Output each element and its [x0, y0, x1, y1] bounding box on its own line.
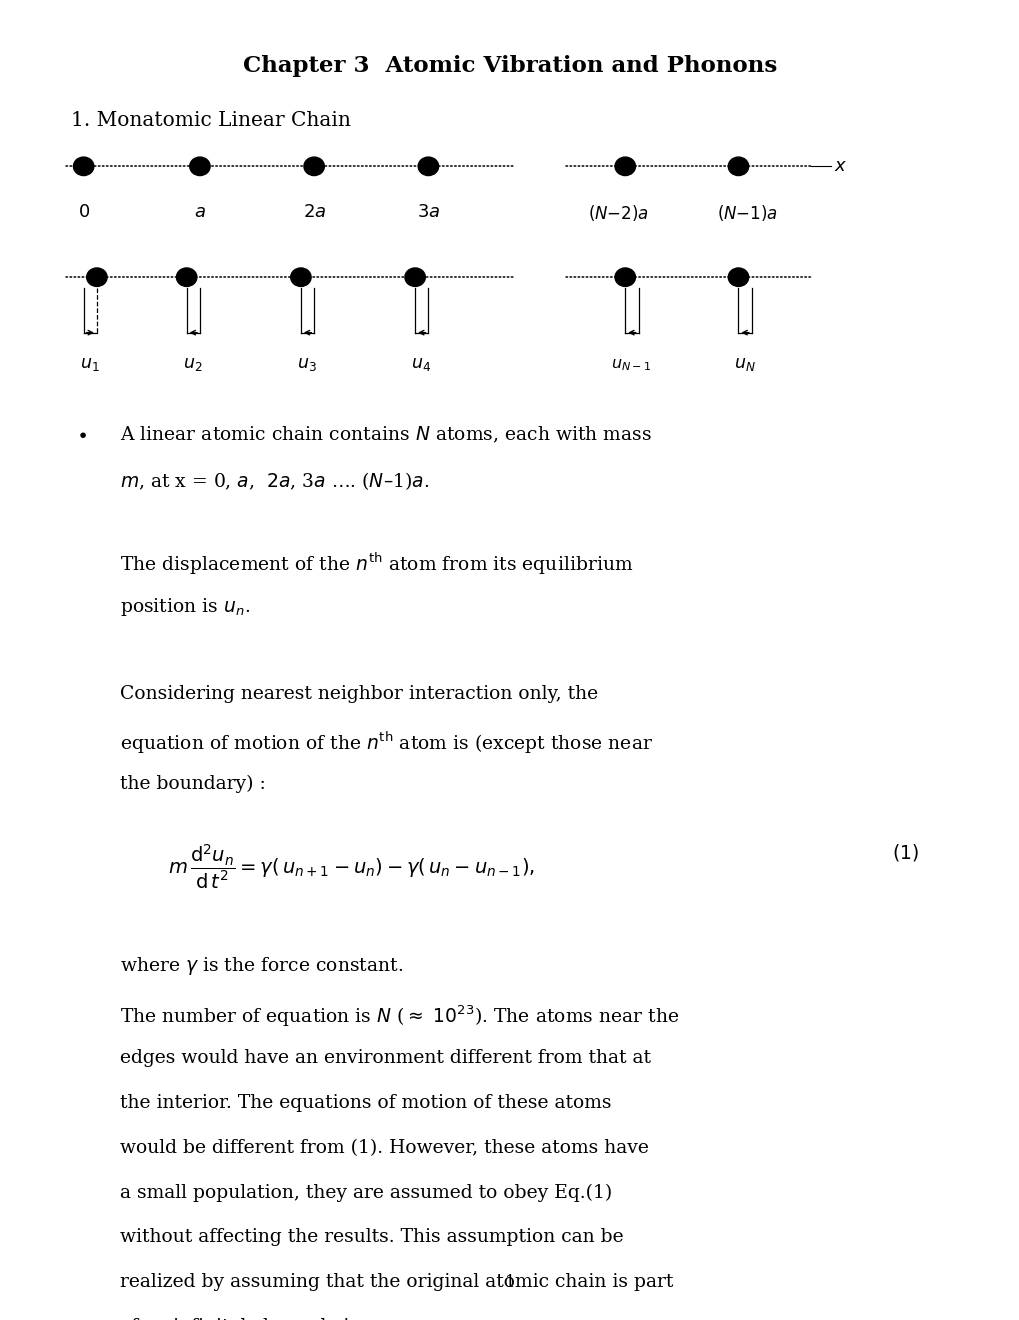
Ellipse shape — [304, 157, 324, 176]
Text: realized by assuming that the original atomic chain is part: realized by assuming that the original a… — [120, 1274, 674, 1291]
Text: $m\,\dfrac{{\rm d}^2 u_n}{{\rm d}\,t^2} = \gamma(\, u_{n+1} - u_n) - \gamma(\, u: $m\,\dfrac{{\rm d}^2 u_n}{{\rm d}\,t^2} … — [168, 842, 535, 891]
Text: $u_1$: $u_1$ — [79, 356, 100, 374]
Text: Chapter 3  Atomic Vibration and Phonons: Chapter 3 Atomic Vibration and Phonons — [243, 55, 776, 78]
Text: without affecting the results. This assumption can be: without affecting the results. This assu… — [120, 1229, 624, 1246]
Ellipse shape — [290, 268, 311, 286]
Text: The displacement of the $n^{\rm th}$ atom from its equilibrium: The displacement of the $n^{\rm th}$ ato… — [120, 550, 633, 577]
Text: $m$, at x = 0, $a$,  $2a$, 3$a$ …. ($N$–1)$a$.: $m$, at x = 0, $a$, $2a$, 3$a$ …. ($N$–1… — [120, 470, 429, 492]
Ellipse shape — [73, 157, 94, 176]
Ellipse shape — [176, 268, 197, 286]
Text: $(1)$: $(1)$ — [892, 842, 918, 863]
Ellipse shape — [728, 268, 748, 286]
Ellipse shape — [190, 157, 210, 176]
Ellipse shape — [87, 268, 107, 286]
Text: $u_3$: $u_3$ — [297, 356, 317, 374]
Text: where $\gamma$ is the force constant.: where $\gamma$ is the force constant. — [120, 954, 404, 977]
Text: $(N{-}2)a$: $(N{-}2)a$ — [587, 203, 648, 223]
Text: $u_N$: $u_N$ — [733, 356, 755, 374]
Text: $2a$: $2a$ — [303, 203, 325, 222]
Text: edges would have an environment different from that at: edges would have an environment differen… — [120, 1049, 651, 1067]
Text: A linear atomic chain contains $N$ atoms, each with mass: A linear atomic chain contains $N$ atoms… — [120, 425, 652, 445]
Text: equation of motion of the $n^{\rm th}$ atom is (except those near: equation of motion of the $n^{\rm th}$ a… — [120, 730, 653, 756]
Text: Considering nearest neighbor interaction only, the: Considering nearest neighbor interaction… — [120, 685, 598, 704]
Text: 1. Monatomic Linear Chain: 1. Monatomic Linear Chain — [71, 111, 351, 129]
Text: $u_2$: $u_2$ — [182, 356, 203, 374]
Text: the interior. The equations of motion of these atoms: the interior. The equations of motion of… — [120, 1094, 611, 1111]
Text: $0$: $0$ — [77, 203, 90, 222]
Ellipse shape — [418, 157, 438, 176]
Text: of an infinitely long chain.: of an infinitely long chain. — [120, 1319, 367, 1320]
Text: $x$: $x$ — [834, 157, 847, 176]
Text: 1: 1 — [504, 1274, 515, 1291]
Text: $3a$: $3a$ — [417, 203, 439, 222]
Text: $u_{N-1}$: $u_{N-1}$ — [610, 356, 651, 374]
Text: a small population, they are assumed to obey Eq.(1): a small population, they are assumed to … — [120, 1184, 612, 1201]
Text: would be different from (1). However, these atoms have: would be different from (1). However, th… — [120, 1139, 649, 1156]
Text: $\bullet$: $\bullet$ — [76, 425, 88, 444]
Text: position is $u_n$.: position is $u_n$. — [120, 595, 251, 618]
Text: the boundary) :: the boundary) : — [120, 775, 266, 793]
Text: $a$: $a$ — [194, 203, 206, 222]
Text: $u_4$: $u_4$ — [411, 356, 431, 374]
Ellipse shape — [728, 157, 748, 176]
Ellipse shape — [614, 268, 635, 286]
Text: $(N{-}1)a$: $(N{-}1)a$ — [716, 203, 777, 223]
Ellipse shape — [614, 157, 635, 176]
Text: The number of equation is $N$ ($\approx$ $10^{23}$). The atoms near the: The number of equation is $N$ ($\approx$… — [120, 1005, 679, 1030]
Ellipse shape — [405, 268, 425, 286]
